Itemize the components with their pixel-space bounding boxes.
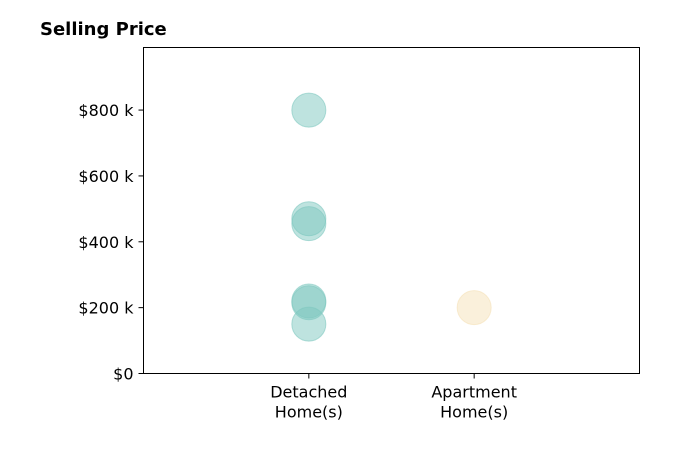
- plot-area: [143, 47, 640, 374]
- x-tick-label: Apartment: [431, 383, 517, 402]
- y-tick-label: $0: [113, 365, 133, 384]
- data-marks: [291, 92, 492, 342]
- y-tick-label: $200 k: [78, 299, 134, 318]
- data-point: [291, 206, 327, 242]
- data-point: [291, 306, 327, 342]
- x-tick-label: Detached: [270, 383, 347, 402]
- y-axis: $0 $200 k $400 k $600 k $800 k: [78, 101, 144, 384]
- y-tick-label: $600 k: [78, 167, 134, 186]
- data-point: [456, 290, 492, 326]
- chart-title: Selling Price: [40, 19, 167, 40]
- data-point: [291, 92, 327, 128]
- x-tick-label: Home(s): [440, 403, 508, 422]
- y-tick-label: $400 k: [78, 233, 134, 252]
- x-tick-label: Home(s): [275, 403, 343, 422]
- y-tick-label: $800 k: [78, 101, 134, 120]
